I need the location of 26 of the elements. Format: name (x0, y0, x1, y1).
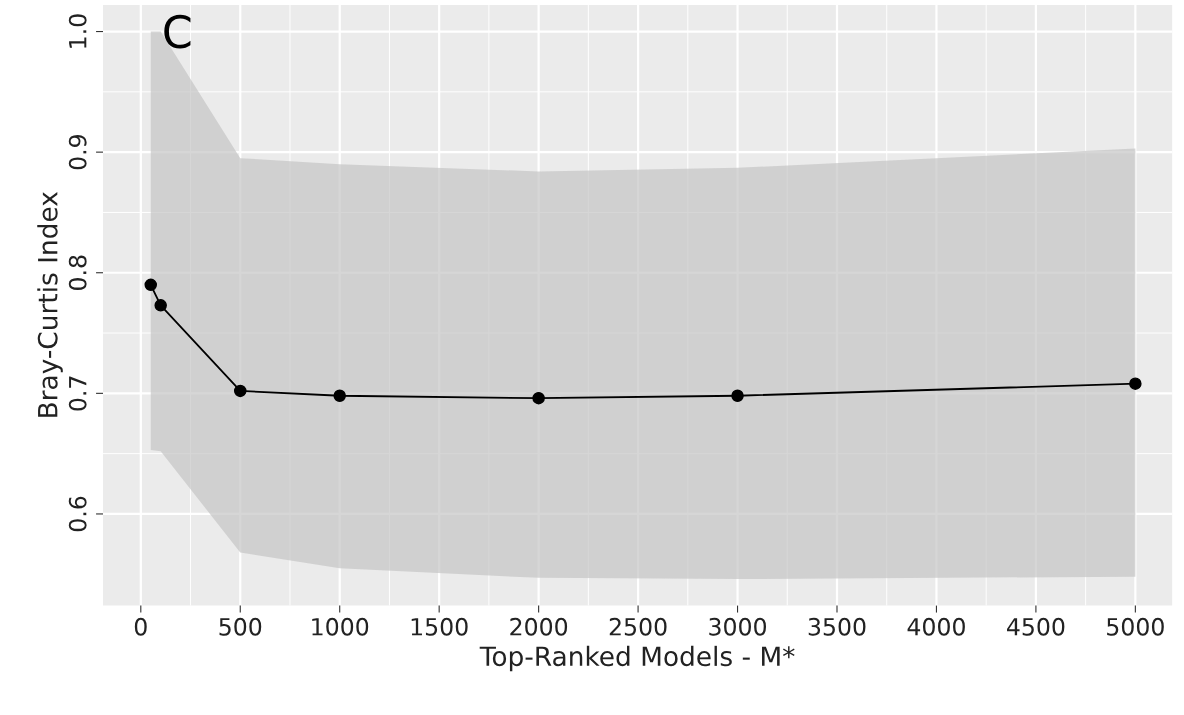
point (234, 384, 247, 398)
point (731, 389, 744, 403)
x-tick-label: 4000 (907, 617, 965, 636)
annotation: C (164, 14, 191, 49)
x-axis-title: Top-Ranked Models - M* (479, 645, 795, 672)
y-axis-title: Bray-Curtis Index (37, 192, 63, 417)
x-tick-label: 5000 (1107, 617, 1164, 636)
y-tick-label: 1.0 (68, 14, 87, 48)
y-tick-label: 0.8 (68, 255, 87, 290)
x-tick-label: 1000 (312, 617, 369, 636)
point (144, 278, 157, 292)
point (333, 389, 346, 403)
y-tick-label: 0.7 (68, 376, 87, 411)
x-tick-label: 3000 (709, 617, 767, 636)
y-tick-label: 0.6 (68, 496, 87, 532)
x-tick-label: 4500 (1007, 617, 1065, 636)
x-tick-label: 3500 (808, 617, 866, 636)
point (154, 299, 167, 312)
x-tick-label: 2500 (609, 617, 667, 636)
x-tick-label: 2000 (510, 617, 568, 636)
point (532, 391, 545, 405)
x-tick-label: 0 (134, 617, 147, 636)
point (1129, 377, 1142, 390)
x-tick-label: 1500 (411, 617, 468, 636)
x-tick-label: 500 (219, 617, 262, 636)
y-tick-label: 0.9 (68, 135, 87, 170)
